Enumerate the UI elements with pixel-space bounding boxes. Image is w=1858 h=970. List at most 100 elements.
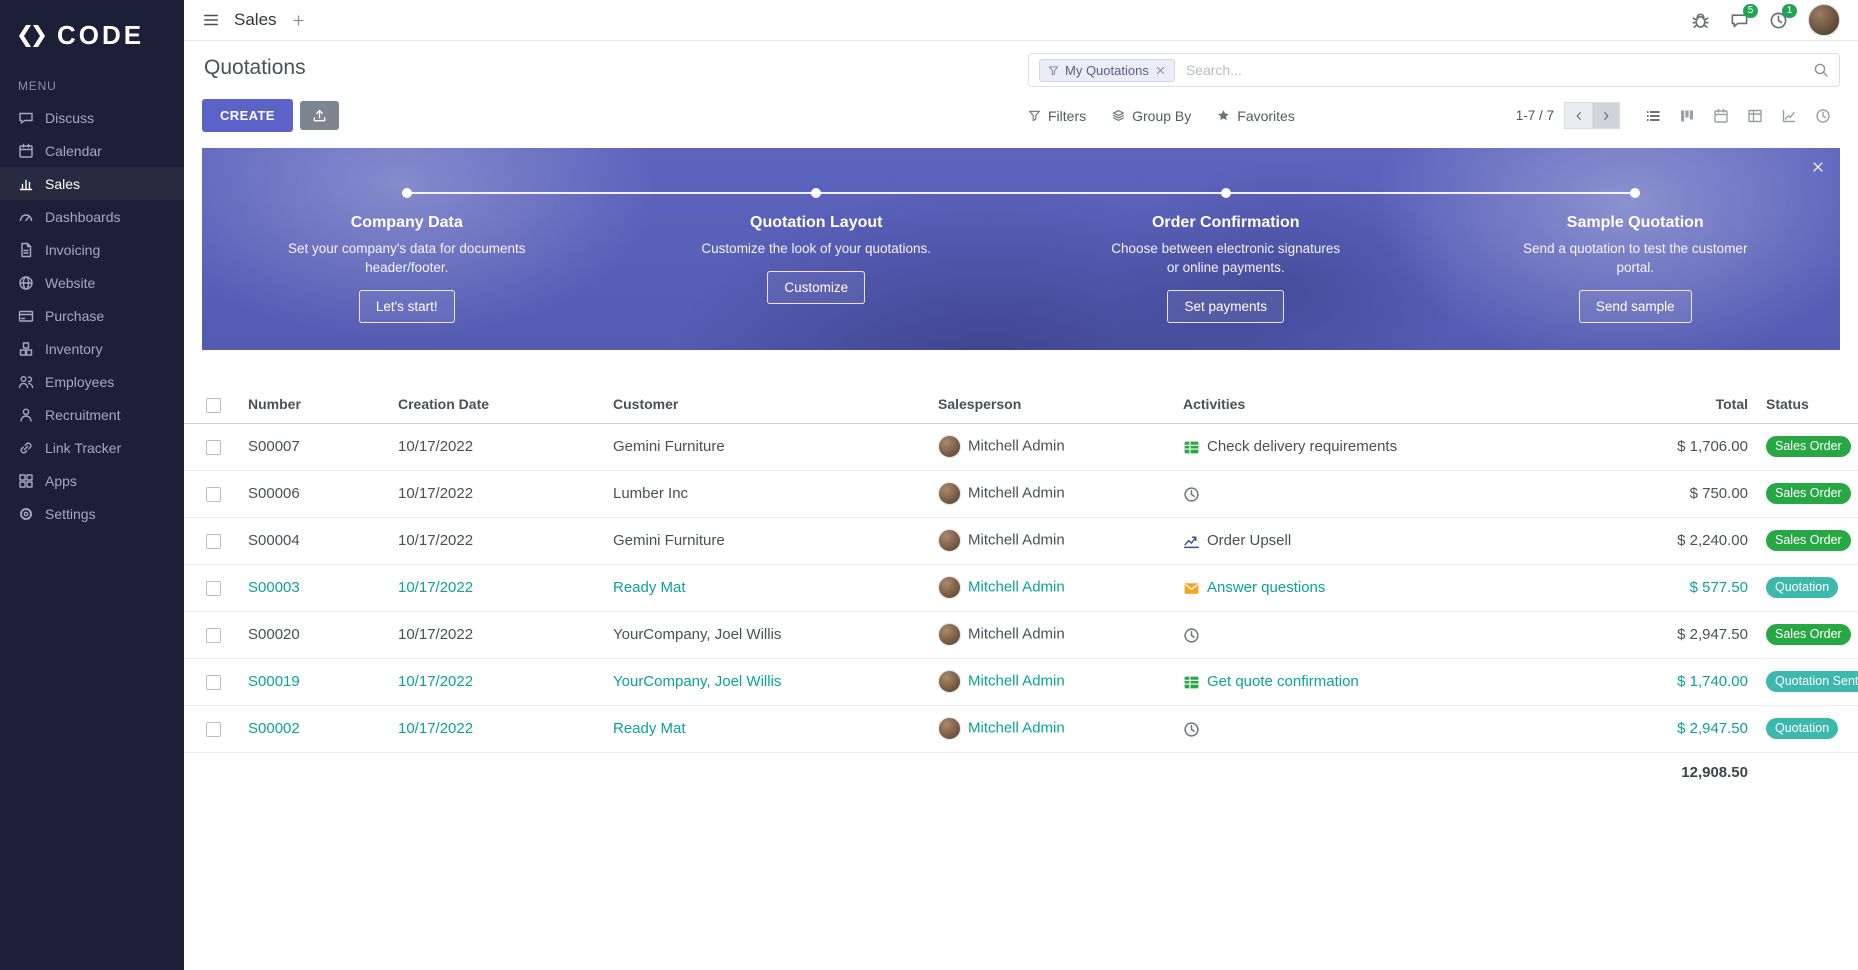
pager-previous-button[interactable] (1564, 102, 1592, 129)
row-checkbox[interactable] (206, 674, 221, 690)
sidebar-item[interactable]: Website (0, 266, 184, 299)
sidebar-item[interactable]: Employees (0, 365, 184, 398)
view-calendar-button[interactable] (1704, 102, 1738, 129)
select-all-checkbox[interactable] (206, 397, 221, 413)
row-checkbox[interactable] (206, 486, 221, 502)
row-checkbox[interactable] (206, 533, 221, 549)
onboarding-step: Quotation Layout Customize the look of y… (612, 188, 1022, 350)
group-by-button[interactable]: Group By (1112, 108, 1191, 124)
select-all-checkbox-cell (184, 386, 238, 424)
calendar-view-icon (1713, 108, 1729, 124)
cell-activities[interactable]: Order Upsell (1173, 516, 1603, 565)
activity-label: Get quote confirmation (1207, 673, 1359, 691)
cell-number[interactable]: S00004 (238, 516, 388, 565)
row-checkbox[interactable] (206, 627, 221, 643)
step-action-button[interactable]: Set payments (1167, 289, 1285, 323)
sidebar-item[interactable]: Discuss (0, 101, 184, 134)
cell-number[interactable]: S00002 (238, 704, 388, 753)
column-header-customer[interactable]: Customer (603, 386, 928, 424)
column-header-status[interactable]: Status (1758, 386, 1858, 424)
view-graph-button[interactable] (1772, 102, 1806, 129)
sidebar-item[interactable]: Link Tracker (0, 431, 184, 464)
sidebar-item[interactable]: Sales (0, 167, 184, 200)
star-icon (1217, 109, 1230, 122)
cell-activities[interactable]: Check delivery requirements (1173, 423, 1603, 470)
brand-logo[interactable]: CODE (0, 0, 184, 65)
cell-activities[interactable] (1173, 469, 1603, 518)
search-facet[interactable]: My Quotations (1039, 58, 1175, 82)
favorites-button[interactable]: Favorites (1217, 108, 1295, 124)
search-input[interactable] (1183, 61, 1804, 79)
sidebar-item-icon (18, 341, 34, 357)
view-pivot-button[interactable] (1738, 102, 1772, 129)
sidebar-item[interactable]: Apps (0, 464, 184, 497)
sidebar-item[interactable]: Calendar (0, 134, 184, 167)
cell-activities[interactable] (1173, 610, 1603, 659)
graph-view-icon (1781, 108, 1797, 124)
messages-icon[interactable]: 5 (1730, 3, 1758, 30)
view-activity-button[interactable] (1806, 102, 1840, 129)
sidebar-item[interactable]: Recruitment (0, 398, 184, 431)
user-avatar[interactable] (1808, 4, 1840, 36)
view-list-button[interactable] (1636, 102, 1670, 129)
sidebar: CODE MENU Discuss Calendar Sales (0, 0, 184, 970)
column-header-salesperson[interactable]: Salesperson (928, 386, 1173, 424)
row-checkbox[interactable] (206, 721, 221, 737)
search-box[interactable]: My Quotations (1028, 53, 1840, 87)
cell-number[interactable]: S00020 (238, 610, 388, 659)
sidebar-item-icon (18, 374, 34, 390)
step-action-button[interactable]: Customize (767, 270, 866, 304)
sidebar-item[interactable]: Inventory (0, 332, 184, 365)
topbar-app-name[interactable]: Sales (234, 10, 277, 29)
column-header-creation-date[interactable]: Creation Date (388, 386, 603, 424)
salesperson-name: Mitchell Admin (968, 719, 1065, 737)
sidebar-item-label: Link Tracker (45, 439, 122, 456)
cell-number[interactable]: S00006 (238, 469, 388, 518)
sidebar-item[interactable]: Dashboards (0, 200, 184, 233)
row-checkbox[interactable] (206, 439, 221, 455)
cell-number[interactable]: S00007 (248, 438, 300, 456)
activities-clock-icon[interactable]: 1 (1769, 3, 1797, 30)
filter-icon (1048, 65, 1059, 76)
table-row[interactable]: S00006 10/17/2022 Lumber Inc Mitchell Ad… (184, 469, 1858, 518)
cell-status: Sales Order (1758, 610, 1858, 659)
cell-number[interactable]: S00019 (238, 657, 388, 706)
plus-icon[interactable] (291, 13, 306, 28)
cell-activities[interactable] (1173, 704, 1603, 753)
cell-number[interactable]: S00003 (238, 563, 388, 612)
step-action-button[interactable]: Send sample (1578, 289, 1692, 323)
sidebar-item[interactable]: Invoicing (0, 233, 184, 266)
search-icon[interactable] (1813, 62, 1829, 78)
cell-activities[interactable]: Get quote confirmation (1173, 657, 1603, 706)
cell-activities[interactable]: Answer questions (1173, 563, 1603, 612)
column-header-activities[interactable]: Activities (1173, 386, 1603, 424)
table-row[interactable]: S00004 10/17/2022 Gemini Furniture Mitch… (184, 516, 1858, 565)
table-row[interactable]: S00003 10/17/2022 Ready Mat Mitchell Adm… (184, 563, 1858, 612)
table-row[interactable]: S00002 10/17/2022 Ready Mat Mitchell Adm… (184, 704, 1858, 753)
table-row[interactable]: S00019 10/17/2022 YourCompany, Joel Will… (184, 657, 1858, 706)
sidebar-item-label: Calendar (45, 142, 102, 159)
row-checkbox[interactable] (206, 580, 221, 596)
filters-button[interactable]: Filters (1028, 108, 1086, 124)
step-action-button[interactable]: Let's start! (358, 289, 455, 323)
search-tools: Filters Group By Favorites (1028, 108, 1295, 124)
salesperson-name: Mitchell Admin (968, 531, 1065, 549)
debug-bug-icon[interactable] (1691, 11, 1710, 30)
view-kanban-button[interactable] (1670, 102, 1704, 129)
cell-salesperson: Mitchell Admin (928, 469, 1173, 518)
column-header-total[interactable]: Total (1603, 386, 1758, 424)
table-row[interactable]: S00020 10/17/2022 YourCompany, Joel Will… (184, 610, 1858, 659)
sidebar-item[interactable]: Settings (0, 497, 184, 530)
column-header-number[interactable]: Number (238, 386, 388, 424)
export-upload-button[interactable] (299, 100, 339, 131)
table-row[interactable]: S00007 10/17/2022 Gemini Furniture Mitch… (184, 423, 1858, 470)
favorites-label: Favorites (1237, 107, 1295, 124)
create-button[interactable]: CREATE (202, 99, 293, 132)
pager-next-button[interactable] (1592, 102, 1620, 129)
cell-status: Sales Order (1758, 423, 1858, 470)
hamburger-menu-icon[interactable] (202, 11, 220, 29)
sidebar-item[interactable]: Purchase (0, 299, 184, 332)
facet-remove-icon[interactable] (1155, 65, 1166, 76)
salesperson-name: Mitchell Admin (968, 437, 1065, 455)
